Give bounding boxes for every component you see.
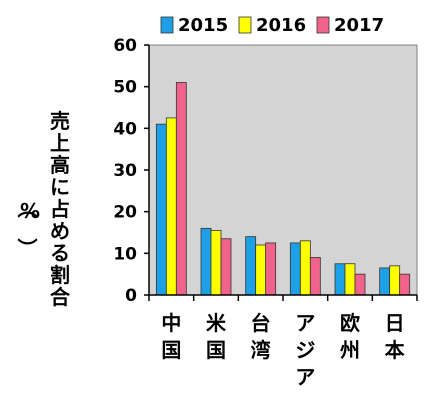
legend-label-2017: 2017 — [334, 15, 384, 36]
bar-2015-1 — [200, 227, 212, 296]
y-tick-label: 50 — [113, 78, 137, 98]
bar-2016-4 — [344, 263, 356, 296]
legend-label-2015: 2015 — [178, 15, 228, 36]
bar-2017-2 — [265, 242, 277, 296]
bar-2016-3 — [299, 240, 311, 296]
bar-2015-3 — [289, 242, 301, 296]
y-tick-label: 20 — [113, 203, 137, 223]
y-axis-label: 売上高に占める割合 （%） — [15, 109, 71, 309]
legend-swatch-2016 — [238, 16, 252, 34]
legend: 2015 2016 2017 — [160, 15, 384, 36]
y-tick-label: 10 — [113, 244, 137, 264]
bar-2016-2 — [255, 244, 267, 296]
legend-swatch-2017 — [316, 16, 330, 34]
x-category-label: 欧州 — [340, 311, 360, 362]
y-tick-label: 40 — [113, 119, 137, 139]
y-tick-label: 60 — [113, 36, 137, 56]
bar-2016-5 — [389, 265, 401, 296]
bar-2017-1 — [220, 238, 232, 296]
bar-2017-3 — [309, 257, 321, 296]
bar-2015-2 — [245, 236, 257, 296]
y-axis-label-unit: （%） — [15, 198, 40, 258]
bar-2017-0 — [175, 82, 187, 296]
bar-2015-5 — [379, 267, 391, 296]
bars — [155, 82, 411, 296]
x-category-label: 日本 — [385, 311, 405, 362]
bar-2017-5 — [399, 273, 411, 296]
y-tick-label: 30 — [113, 161, 137, 181]
y-tick-label: 0 — [125, 286, 137, 306]
bar-2016-0 — [165, 117, 177, 296]
x-category-label: 米国 — [206, 311, 227, 362]
y-axis-ticks: 0 10 20 30 40 50 60 — [113, 36, 149, 306]
bar-2017-4 — [354, 273, 366, 296]
x-category-label: 中国 — [161, 311, 181, 362]
plot-area — [148, 44, 418, 296]
bar-2016-1 — [210, 230, 222, 296]
legend-label-2016: 2016 — [256, 15, 306, 36]
bar-2015-4 — [334, 263, 346, 296]
bar-2015-0 — [155, 123, 167, 296]
y-axis-label-main: 売上高に占める割合 — [50, 109, 71, 309]
x-category-label: アジア — [295, 311, 315, 389]
x-category-label: 台湾 — [251, 311, 271, 362]
legend-swatch-2015 — [160, 16, 174, 34]
